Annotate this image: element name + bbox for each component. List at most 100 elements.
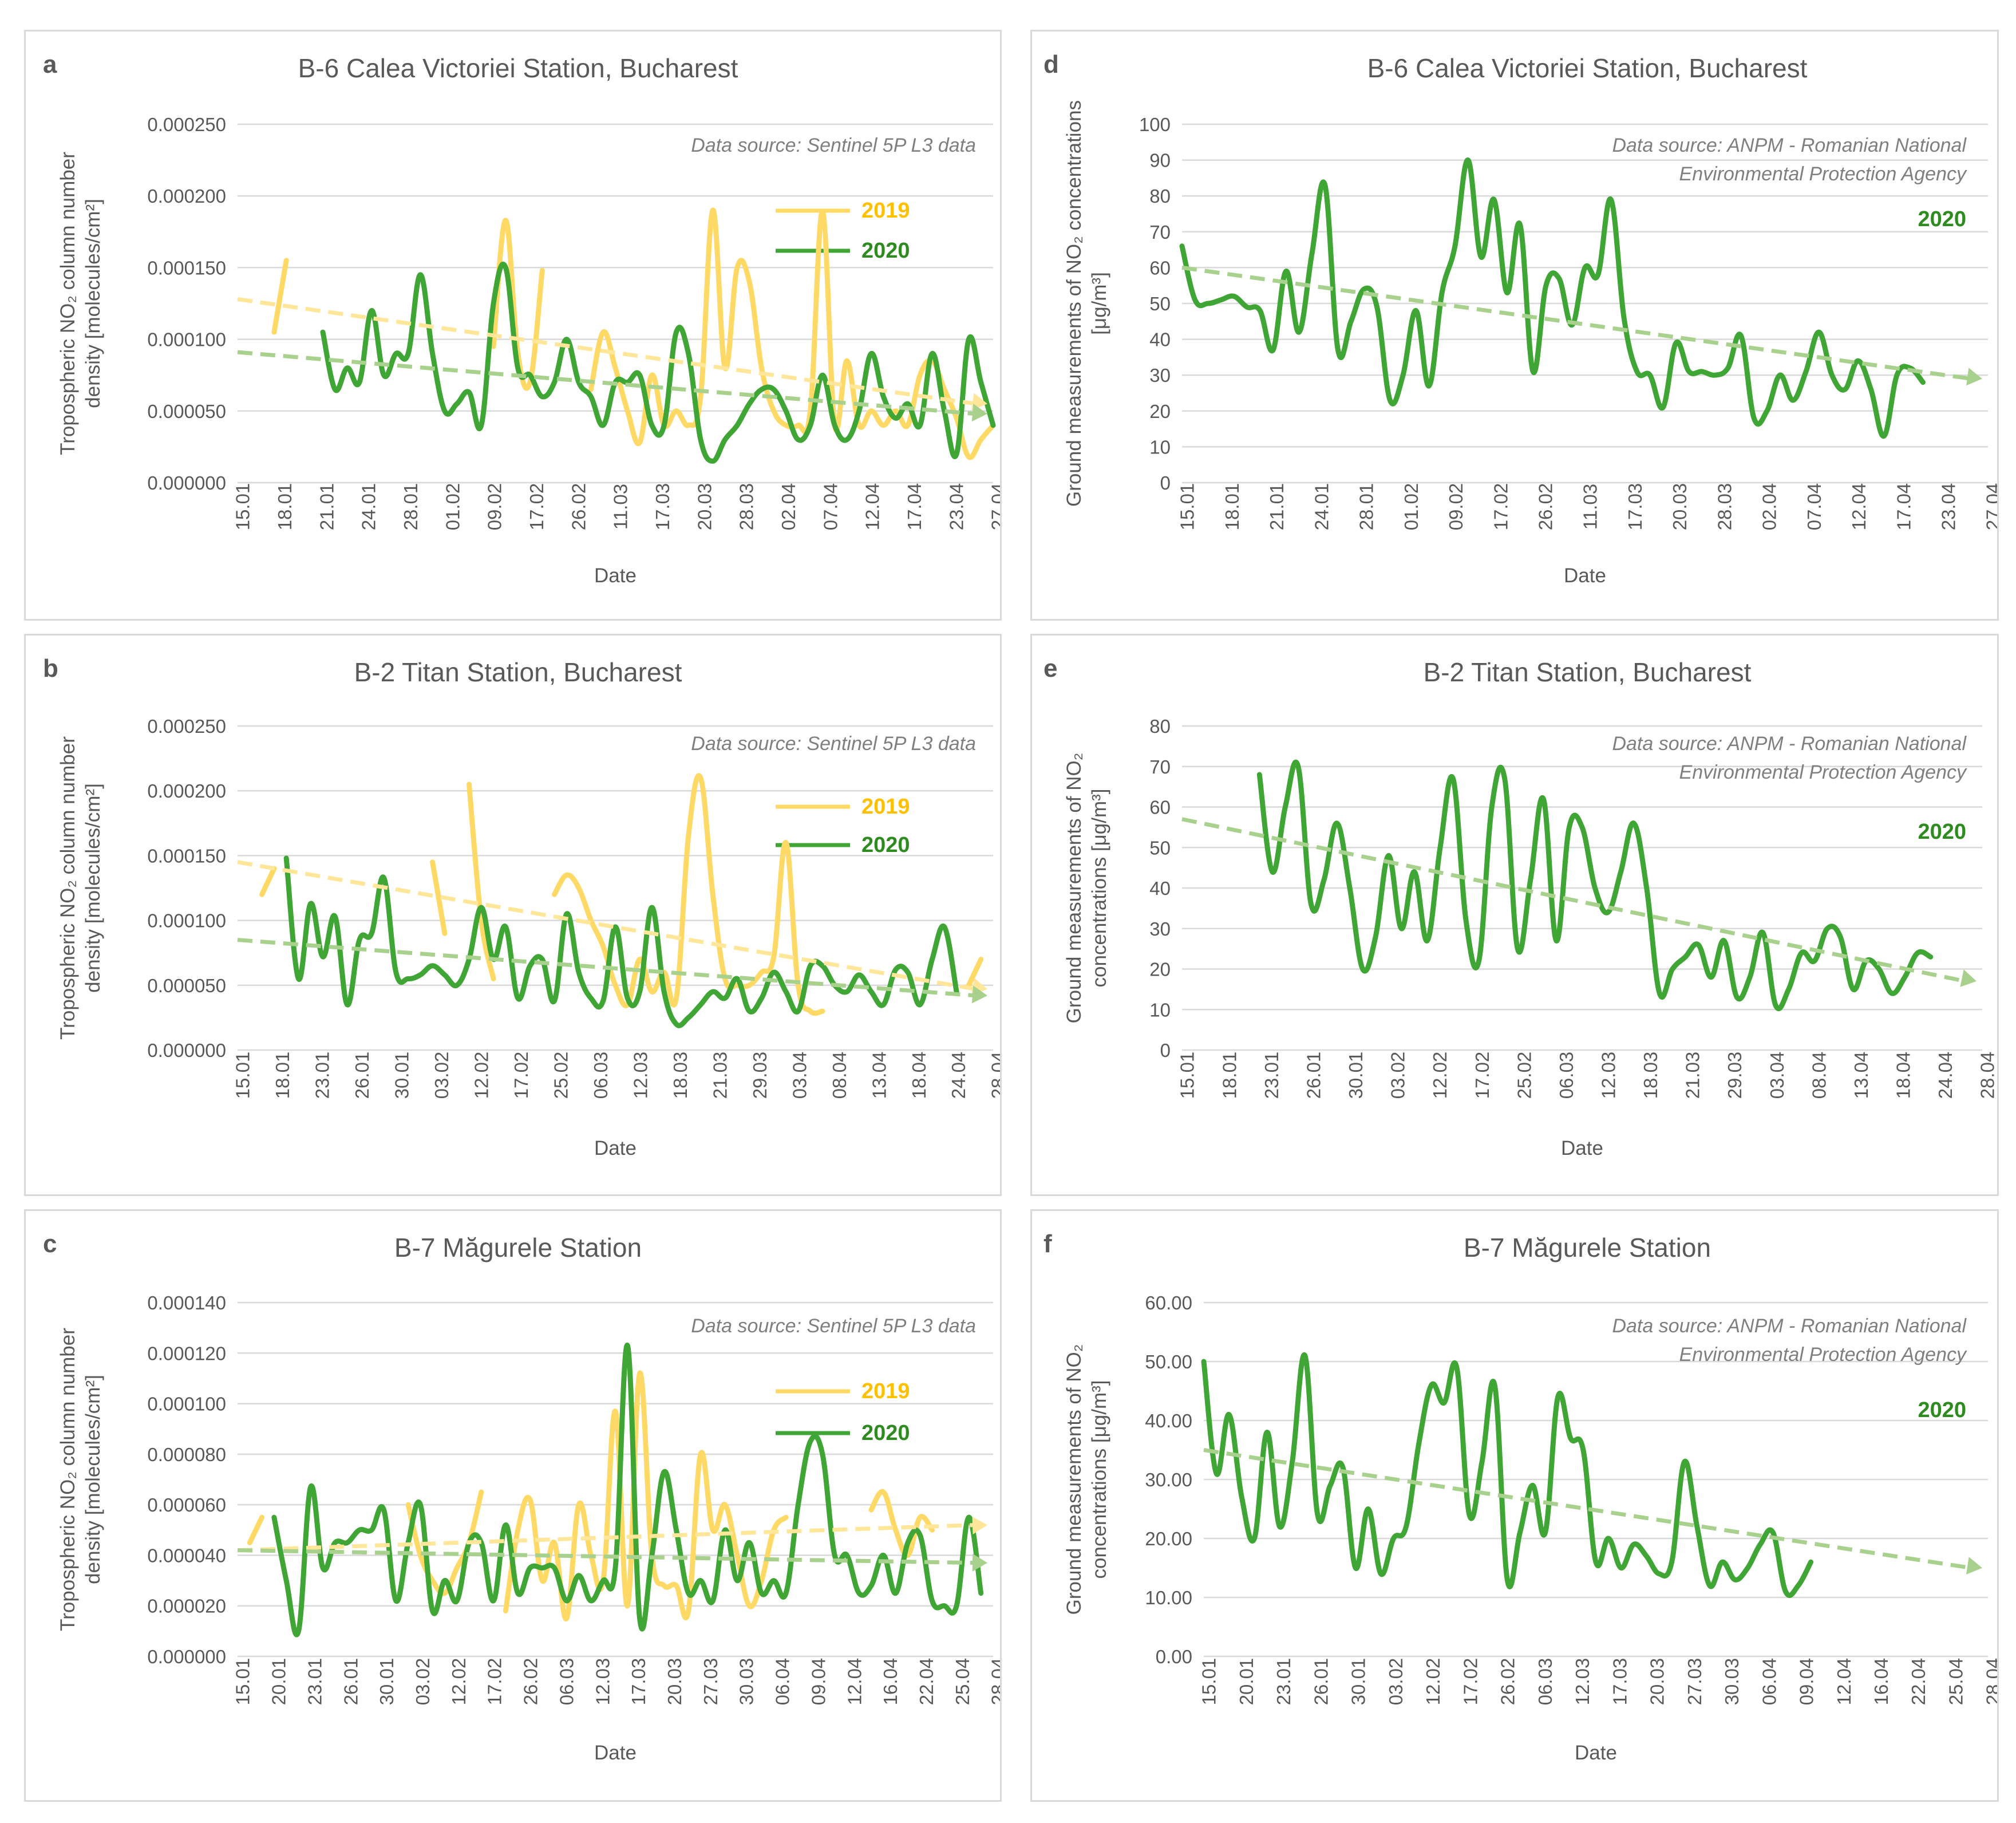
x-tick-label: 12.04 [1848, 483, 1869, 531]
y-tick-label: 70 [1149, 756, 1171, 778]
x-tick-label: 18.01 [1219, 1052, 1240, 1099]
series-line-2019 [552, 773, 825, 1016]
series-line-2019 [966, 957, 984, 988]
legend-label-2020: 2020 [861, 1421, 910, 1445]
x-tick-label: 08.04 [829, 1052, 850, 1099]
legend-label-2020: 2020 [1918, 1398, 1966, 1422]
x-tick-label: 09.04 [808, 1658, 829, 1706]
x-tick-label: 21.03 [1682, 1052, 1703, 1099]
x-tick-label: 30.01 [1345, 1052, 1366, 1099]
y-tick-label: 0.000250 [147, 716, 226, 737]
x-tick-label: 29.03 [749, 1052, 770, 1099]
y-tick-label: 20.00 [1145, 1528, 1192, 1549]
x-tick-label: 09.02 [1445, 483, 1466, 531]
x-tick-label: 12.02 [1429, 1052, 1450, 1099]
series-line-2020 [320, 261, 996, 464]
x-tick-label: 28.04 [1977, 1052, 1997, 1099]
series-line-2019 [503, 1370, 789, 1621]
x-tick-label: 28.04 [988, 1052, 1000, 1099]
x-tick-label: 08.04 [1808, 1052, 1829, 1099]
x-tick-label: 28.01 [400, 483, 421, 531]
x-tick-label: 28.03 [736, 483, 757, 531]
trend-line-2019 [237, 1522, 977, 1553]
y-tick-label: 0.000200 [147, 186, 226, 207]
chart-e-svg: e B-2 Titan Station, Bucharest 0 10 20 30 40 50… [1043, 654, 1997, 1159]
x-tick-label: 07.04 [820, 483, 841, 531]
y-axis-label: Tropospheric NO₂ column number [57, 152, 79, 455]
trend-line-2020 [237, 1548, 977, 1565]
y-axis-label: Tropospheric NO₂ column number [57, 1328, 79, 1631]
x-tick-label: 03.04 [789, 1052, 810, 1099]
y-tick-label: 0.000060 [147, 1494, 226, 1516]
data-source-note: Data source: ANPM - Romanian National [1612, 733, 1967, 755]
y-tick-label: 40 [1149, 329, 1171, 350]
y-tick-label: 0.000100 [147, 1394, 226, 1415]
chart-panel-e: e B-2 Titan Station, Bucharest 0 10 20 30 40 50… [1030, 634, 1999, 1196]
series-line-2020 [1256, 759, 1934, 1012]
series-line-2019 [247, 1514, 265, 1545]
y-tick-label: 30 [1149, 918, 1171, 940]
chart-panel-c: c B-7 Măgurele Station 0.000000 0.000020 0.0… [24, 1209, 1002, 1802]
y-axis-label: Tropospheric NO₂ column number [57, 736, 79, 1040]
y-axis-label: Ground measurements of NO₂ [1063, 753, 1085, 1024]
y-tick-label: 10 [1149, 436, 1171, 457]
x-tick-label: 17.03 [652, 483, 673, 531]
y-axis-label: [μg/m³] [1088, 272, 1110, 335]
x-tick-label: 15.01 [232, 483, 254, 531]
x-tick-label: 27.03 [700, 1658, 721, 1706]
x-tick-label: 02.04 [1759, 483, 1780, 531]
x-tick-label: 11.03 [1580, 484, 1601, 530]
x-tick-label: 17.02 [1490, 483, 1511, 531]
x-tick-label: 23.04 [946, 483, 967, 531]
chart-f-svg: f B-7 Măgurele Station 0.00 10.00 20.00 30.00… [1043, 1230, 1997, 1764]
x-tick-label: 17.03 [1609, 1658, 1630, 1706]
trend-line-2020 [1203, 1448, 1971, 1570]
data-source-note: Data source: Sentinel 5P L3 data [691, 1315, 976, 1337]
chart-panel-f: f B-7 Măgurele Station 0.00 10.00 20.00 30.00… [1030, 1209, 1999, 1802]
x-tick-label: 17.02 [526, 483, 547, 531]
x-tick-label: 17.03 [1624, 483, 1646, 531]
x-tick-label: 17.02 [511, 1052, 532, 1099]
y-tick-label: 60 [1149, 257, 1171, 278]
y-tick-label: 0.000250 [147, 114, 226, 135]
series-line-2019 [588, 207, 996, 460]
x-tick-label: 06.03 [556, 1658, 577, 1706]
panel-letter: f [1043, 1230, 1052, 1258]
y-axis-label: Ground measurements of NO₂ concentration… [1063, 100, 1085, 507]
y-tick-label: 100 [1139, 114, 1171, 135]
y-tick-label: 0.000000 [147, 1646, 226, 1667]
chart-panel-a: a B-6 Calea Victoriei Station, Bucharest 0… [24, 30, 1002, 621]
chart-title: B-6 Calea Victoriei Station, Bucharest [1367, 53, 1808, 83]
series-line-2020 [1201, 1352, 1814, 1598]
y-axis-label: Ground measurements of NO₂ [1063, 1344, 1085, 1615]
x-tick-label: 07.04 [1804, 483, 1825, 531]
y-tick-label: 0.000080 [147, 1444, 226, 1465]
y-tick-label: 60.00 [1145, 1292, 1192, 1313]
x-tick-label: 16.04 [1871, 1658, 1892, 1706]
x-tick-label: 09.02 [484, 483, 505, 531]
panel-letter: a [43, 50, 57, 78]
y-tick-label: 0.000200 [147, 780, 226, 802]
trend-line-2019 [237, 860, 977, 992]
x-tick-label: 12.03 [592, 1658, 613, 1706]
x-tick-label: 30.01 [392, 1052, 413, 1099]
y-tick-label: 60 [1149, 797, 1171, 818]
x-tick-label: 18.04 [908, 1052, 930, 1099]
x-tick-label: 13.04 [868, 1052, 890, 1099]
x-tick-label: 06.04 [772, 1658, 793, 1706]
y-tick-label: 0.000150 [147, 845, 226, 866]
y-tick-label: 0 [1160, 1040, 1171, 1061]
x-axis-label: Date [594, 1137, 637, 1159]
x-axis-label: Date [594, 1742, 637, 1764]
y-tick-label: 50.00 [1145, 1351, 1192, 1372]
trend-arrowhead-2020 [972, 1553, 987, 1572]
data-source-note: Data source: Sentinel 5P L3 data [691, 733, 976, 755]
y-tick-label: 0.000000 [147, 1040, 226, 1061]
x-tick-label: 12.03 [1572, 1658, 1593, 1706]
trend-arrowhead-2020 [971, 404, 987, 422]
chart-title: B-7 Măgurele Station [394, 1233, 642, 1262]
x-tick-label: 23.04 [1938, 483, 1959, 531]
x-tick-label: 02.04 [778, 483, 799, 531]
y-tick-label: 0.000120 [147, 1343, 226, 1364]
x-tick-label: 03.04 [1766, 1052, 1788, 1099]
